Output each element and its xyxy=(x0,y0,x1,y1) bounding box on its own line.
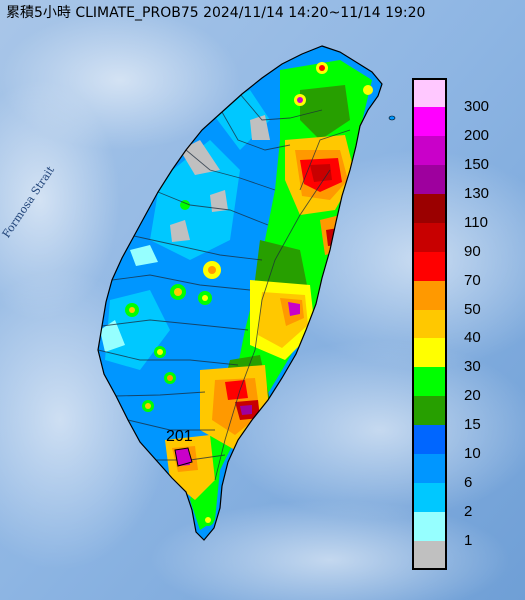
legend-label: 110 xyxy=(464,213,488,231)
legend-item: 40 xyxy=(412,309,502,346)
legend-label: 300 xyxy=(464,97,490,115)
legend-label: 15 xyxy=(464,416,481,434)
map-title: 累積5小時 CLIMATE_PROB75 2024/11/14 14:20~11… xyxy=(6,5,426,21)
legend-swatch xyxy=(412,251,447,282)
legend-swatch xyxy=(412,78,447,108)
legend-label: 70 xyxy=(464,271,481,289)
legend-swatch xyxy=(412,222,447,253)
legend-label: 50 xyxy=(464,300,481,318)
legend-item: 30 xyxy=(412,338,502,375)
legend-swatch xyxy=(412,280,447,310)
legend-label: 6 xyxy=(464,474,473,492)
legend-swatch xyxy=(412,512,447,542)
legend-item: 150 xyxy=(412,135,502,173)
legend-item: 200 xyxy=(412,106,502,144)
legend-swatch xyxy=(412,193,447,224)
legend-item: 300 xyxy=(412,78,502,115)
legend-swatch xyxy=(412,454,447,484)
color-legend: 300 200 150 130 110 90 70 50 40 30 20 15 10 6 2 1 xyxy=(412,78,502,571)
legend-label: 130 xyxy=(464,184,490,202)
legend-label: 10 xyxy=(464,445,481,463)
legend-label: 1 xyxy=(464,532,473,549)
legend-item xyxy=(412,541,502,571)
legend-swatch xyxy=(412,367,447,397)
legend-swatch xyxy=(412,135,447,166)
legend-swatch xyxy=(412,396,447,426)
legend-item: 2 xyxy=(412,483,502,520)
legend-label: 30 xyxy=(464,358,481,376)
max-rain-marker xyxy=(174,447,193,467)
legend-label: 90 xyxy=(464,242,481,260)
legend-item: 90 xyxy=(412,222,502,260)
legend-label: 2 xyxy=(464,503,473,521)
legend-swatch xyxy=(412,483,447,513)
legend-item: 6 xyxy=(412,454,502,491)
legend-label: 200 xyxy=(464,126,490,144)
legend-label: 150 xyxy=(464,155,490,173)
legend-item: 20 xyxy=(412,367,502,404)
legend-swatch xyxy=(412,425,447,455)
legend-item: 110 xyxy=(412,193,502,231)
west-rain-cells xyxy=(125,62,373,526)
legend-label: 40 xyxy=(464,329,481,347)
legend-swatch xyxy=(412,309,447,339)
small-island xyxy=(388,115,396,121)
legend-item: 130 xyxy=(412,164,502,202)
max-rainfall-label: 201 xyxy=(166,428,193,445)
legend-item: 70 xyxy=(412,251,502,289)
legend-swatch xyxy=(412,541,447,571)
legend-item: 1 xyxy=(412,512,502,549)
legend-item: 10 xyxy=(412,425,502,462)
county-boundaries xyxy=(98,93,351,481)
legend-item: 15 xyxy=(412,396,502,433)
legend-swatch xyxy=(412,338,447,368)
legend-swatch xyxy=(412,164,447,195)
cloud-texture xyxy=(0,10,525,600)
island-outline xyxy=(97,45,383,541)
legend-label: 20 xyxy=(464,387,481,405)
legend-item: 50 xyxy=(412,280,502,318)
legend-swatch xyxy=(412,106,447,137)
